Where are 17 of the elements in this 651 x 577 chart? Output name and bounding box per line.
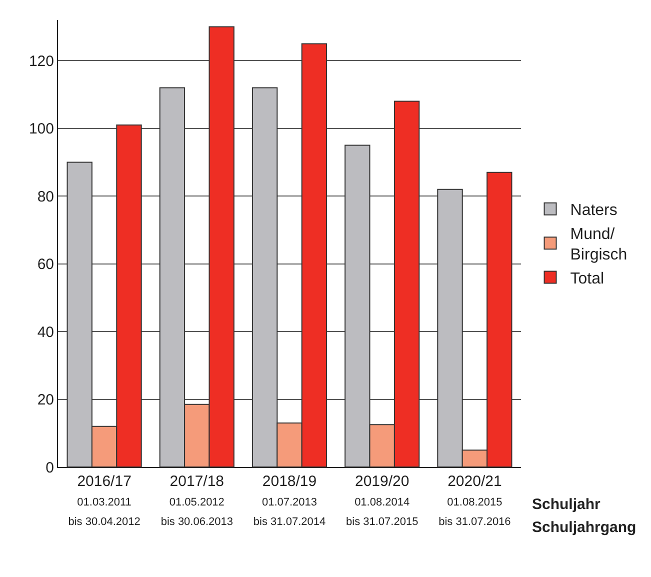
text: Schuljahrgang [532, 519, 636, 536]
x-tick-label: 2020/21 01.08.2015 bis 31.07.2016 [438, 473, 511, 528]
y-tick-label: 120 [28, 52, 54, 70]
y-tick-label: 40 [37, 324, 54, 341]
x-tick-label: 2017/18 01.05.2012 bis 30.06.2013 [160, 473, 233, 528]
x-tick-label: 2019/20 01.08.2014 bis 31.07.2015 [346, 473, 418, 528]
text: Schuljahr [532, 496, 601, 513]
y-tick-label: 80 [37, 188, 54, 206]
y-tick-label: 20 [37, 392, 54, 409]
y-tick-label: 100 [28, 120, 54, 138]
y-tick-label: 0 [46, 459, 54, 476]
legend-label: Total [570, 270, 604, 288]
x-tick-label: 2018/19 01.07.2013 bis 31.07.2014 [253, 473, 326, 528]
legend-label: Mund/ Birgisch [570, 226, 628, 264]
legend-label: Naters [570, 202, 618, 220]
y-tick-label: 60 [37, 256, 54, 274]
x-tick-label: 2016/17 01.03.2011 bis 30.04.2012 [68, 473, 140, 528]
